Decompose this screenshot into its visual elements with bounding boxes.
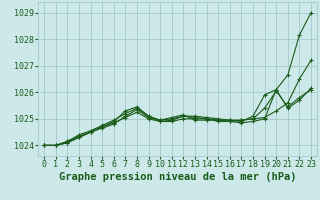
X-axis label: Graphe pression niveau de la mer (hPa): Graphe pression niveau de la mer (hPa): [59, 172, 296, 182]
